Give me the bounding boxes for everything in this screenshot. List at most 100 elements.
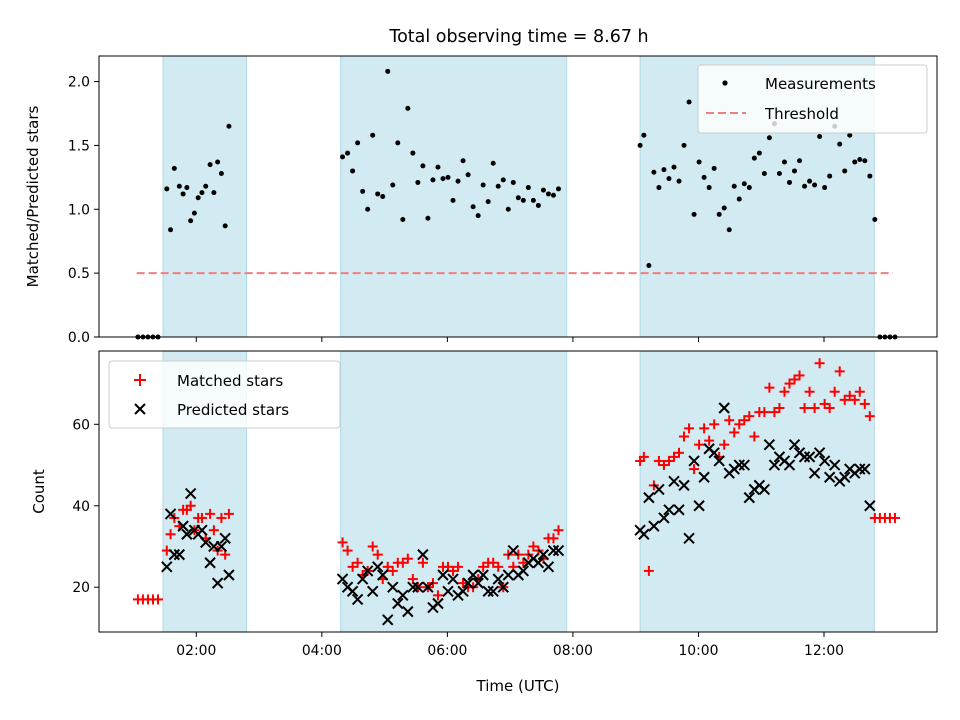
measurement-point	[191, 210, 197, 216]
matched-star-point	[769, 407, 780, 418]
measurement-point	[360, 188, 366, 194]
bottom-ytick-label: 20	[72, 580, 90, 596]
measurement-point	[176, 183, 182, 189]
predicted-star-point	[738, 459, 750, 471]
predicted-x-b	[346, 585, 359, 597]
measurement-point	[535, 202, 541, 208]
matched-star-point	[729, 427, 740, 438]
chart-title: Total observing time = 8.67 h	[388, 27, 648, 47]
predicted-x-b	[184, 487, 197, 500]
predicted-star-point	[361, 565, 374, 577]
measurement-point	[792, 168, 798, 174]
measurement-point	[746, 185, 752, 191]
predicted-x-b	[204, 557, 216, 569]
measurement-point	[686, 99, 692, 105]
predicted-x-b	[200, 536, 212, 549]
matched-star-point	[794, 370, 805, 381]
matched-star-point	[724, 415, 735, 426]
predicted-star-point	[181, 528, 193, 540]
predicted-star-point	[638, 528, 650, 540]
matched-star-point	[674, 447, 685, 458]
matched-star-point	[824, 403, 835, 414]
measurement-point	[711, 165, 717, 171]
measurement-point	[741, 181, 747, 187]
predicted-x-b	[462, 577, 474, 589]
matched-star-point	[453, 561, 464, 572]
matched-star-point	[643, 565, 654, 576]
predicted-x-b	[643, 491, 655, 504]
measurement-point	[852, 159, 858, 165]
predicted-x-b	[168, 548, 181, 561]
measurement-point	[430, 177, 436, 183]
measurement-point	[812, 182, 818, 188]
predicted-star-point	[223, 569, 235, 581]
measurement-point	[837, 141, 843, 147]
top-panel: 0.00.51.01.52.0 Matched/Predicted stars …	[24, 55, 938, 346]
measurement-point	[817, 133, 823, 139]
matched-star-point	[153, 594, 164, 605]
measurement-point	[375, 191, 381, 197]
measurement-point	[345, 150, 351, 156]
predicted-star-point	[467, 569, 479, 581]
predicted-star-point	[698, 471, 710, 483]
matched-star-point	[684, 423, 695, 434]
predicted-x-b	[447, 573, 459, 585]
predicted-x-b	[803, 451, 816, 463]
measurement-point	[226, 123, 232, 129]
measurement-point	[872, 216, 878, 222]
predicted-star-point	[859, 463, 871, 475]
predicted-x-b	[859, 463, 871, 475]
matched-star-point	[367, 541, 378, 552]
predicted-star-point	[818, 455, 831, 467]
predicted-star-point	[437, 569, 449, 581]
predicted-star-point	[854, 463, 866, 475]
matched-star-point	[834, 366, 845, 377]
predicted-x-b	[457, 585, 469, 597]
measurement-point	[807, 178, 813, 184]
predicted-star-point	[492, 573, 504, 585]
measurement-point	[350, 168, 356, 174]
matched-star-point	[205, 508, 216, 519]
predicted-star-point	[788, 438, 801, 451]
measurement-point	[550, 192, 556, 198]
predicted-x-b	[788, 438, 801, 451]
matched-star-point	[342, 545, 353, 556]
bottom-x-ticks: 02:00 04:00 06:00 08:00 10:00 12:00	[176, 632, 844, 659]
bottom-ytick-label: 40	[72, 499, 90, 515]
predicted-star-point	[713, 455, 725, 467]
measurement-point	[405, 105, 411, 111]
predicted-star-point	[356, 573, 369, 585]
predicted-star-point	[864, 500, 876, 512]
measurement-point	[847, 132, 853, 138]
xtick-label: 10:00	[678, 643, 718, 659]
predicted-star-point	[442, 585, 454, 597]
predicted-x-b	[713, 455, 725, 467]
measurement-point	[776, 171, 782, 177]
measurement-point	[495, 183, 501, 189]
predicted-star-point	[693, 500, 705, 512]
measurement-point	[380, 194, 386, 199]
predicted-x-b	[223, 569, 235, 581]
predicted-x-b	[497, 581, 509, 593]
predicted-star-point	[462, 577, 474, 589]
matched-star-point	[739, 415, 750, 426]
predicted-x-b	[336, 573, 349, 585]
measurement-point	[661, 167, 667, 173]
predicted-x-b	[828, 459, 841, 471]
predicted-x-b	[219, 532, 231, 545]
measurement-point	[736, 196, 742, 202]
measurement-point	[385, 68, 391, 74]
predicted-star-point	[351, 593, 364, 606]
legend-predicted-marker	[134, 403, 146, 415]
matched-star-point	[387, 565, 398, 576]
predicted-x-b	[738, 459, 750, 471]
matched-star-point	[196, 512, 207, 523]
predicted-x-b	[196, 524, 208, 536]
predicted-x-b	[653, 483, 665, 496]
predicted-x-b	[477, 569, 489, 581]
measurement-point	[215, 159, 221, 165]
predicted-star-point	[537, 548, 550, 561]
matched-star-point	[352, 557, 363, 568]
bottom-legend-box	[108, 360, 341, 429]
matched-star-point	[216, 512, 227, 523]
